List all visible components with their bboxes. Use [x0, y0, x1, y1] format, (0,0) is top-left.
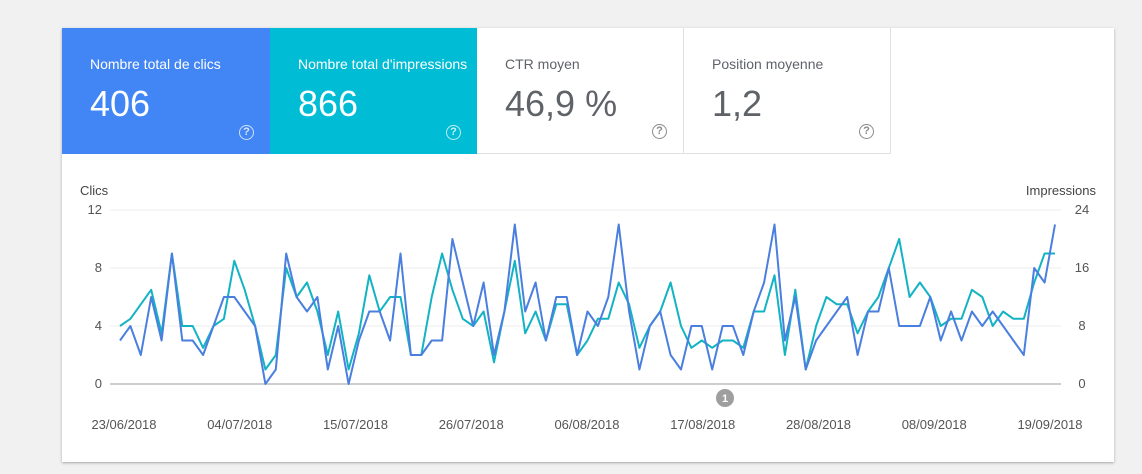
tile-label: CTR moyen [505, 56, 580, 72]
tile-average-ctr[interactable]: CTR moyen 46,9 % ? [477, 28, 684, 154]
tile-total-clicks[interactable]: Nombre total de clics 406 ? [62, 28, 270, 154]
help-icon[interactable]: ? [859, 124, 874, 139]
x-tick-label: 15/07/2018 [323, 417, 388, 432]
left-tick-label: 12 [88, 202, 102, 217]
chart-lines [119, 223, 1056, 385]
tile-label: Position moyenne [712, 56, 824, 72]
chart-svg: Clics Impressions 0 4 8 12 0 8 16 24 23/06/201… [80, 183, 1097, 432]
x-tick-label: 06/08/2018 [554, 417, 619, 432]
tile-average-position[interactable]: Position moyenne 1,2 ? [684, 28, 891, 154]
performance-card: Nombre total de clics 406 ? Nombre total… [62, 28, 1114, 462]
left-tick-label: 0 [95, 376, 102, 391]
tile-label: Nombre total d'impressions [298, 56, 468, 72]
tile-value: 1,2 [712, 83, 763, 124]
right-axis-label: Impressions [1026, 183, 1097, 198]
help-icon[interactable]: ? [446, 125, 461, 140]
tile-value: 866 [298, 83, 359, 124]
x-tick-label: 26/07/2018 [439, 417, 504, 432]
help-icon[interactable]: ? [239, 125, 254, 140]
tile-total-impressions[interactable]: Nombre total d'impressions 866 ? [270, 28, 477, 154]
x-tick-label: 28/08/2018 [786, 417, 851, 432]
annotation-marker[interactable]: 1 [716, 389, 734, 407]
right-tick-label: 8 [1078, 318, 1085, 333]
annotation-marker-label: 1 [722, 393, 728, 405]
right-tick-label: 0 [1078, 376, 1085, 391]
chart-grid [110, 209, 1061, 385]
x-tick-label: 17/08/2018 [670, 417, 735, 432]
clicks-series-line [119, 223, 1056, 385]
x-tick-label: 23/06/2018 [91, 417, 156, 432]
tile-label: Nombre total de clics [90, 56, 221, 72]
tile-value: 406 [90, 83, 151, 124]
x-tick-label: 04/07/2018 [207, 417, 272, 432]
metric-tiles: Nombre total de clics 406 ? Nombre total… [62, 28, 891, 154]
performance-chart: Clics Impressions 0 4 8 12 0 8 16 24 23/06/201… [62, 154, 1114, 462]
left-ticks: 0 4 8 12 [88, 202, 102, 391]
tile-value: 46,9 % [505, 83, 618, 124]
right-tick-label: 24 [1075, 202, 1089, 217]
left-tick-label: 8 [95, 260, 102, 275]
annotation-marker-circle [716, 389, 734, 407]
impressions-series-line [119, 238, 1055, 371]
left-axis-label: Clics [80, 183, 109, 198]
left-tick-label: 4 [95, 318, 102, 333]
x-tick-label: 08/09/2018 [902, 417, 967, 432]
x-tick-label: 19/09/2018 [1017, 417, 1082, 432]
right-ticks: 0 8 16 24 [1075, 202, 1089, 391]
right-tick-label: 16 [1075, 260, 1089, 275]
x-ticks: 23/06/2018 04/07/2018 15/07/2018 26/07/2018… [91, 417, 1082, 432]
help-icon[interactable]: ? [652, 124, 667, 139]
